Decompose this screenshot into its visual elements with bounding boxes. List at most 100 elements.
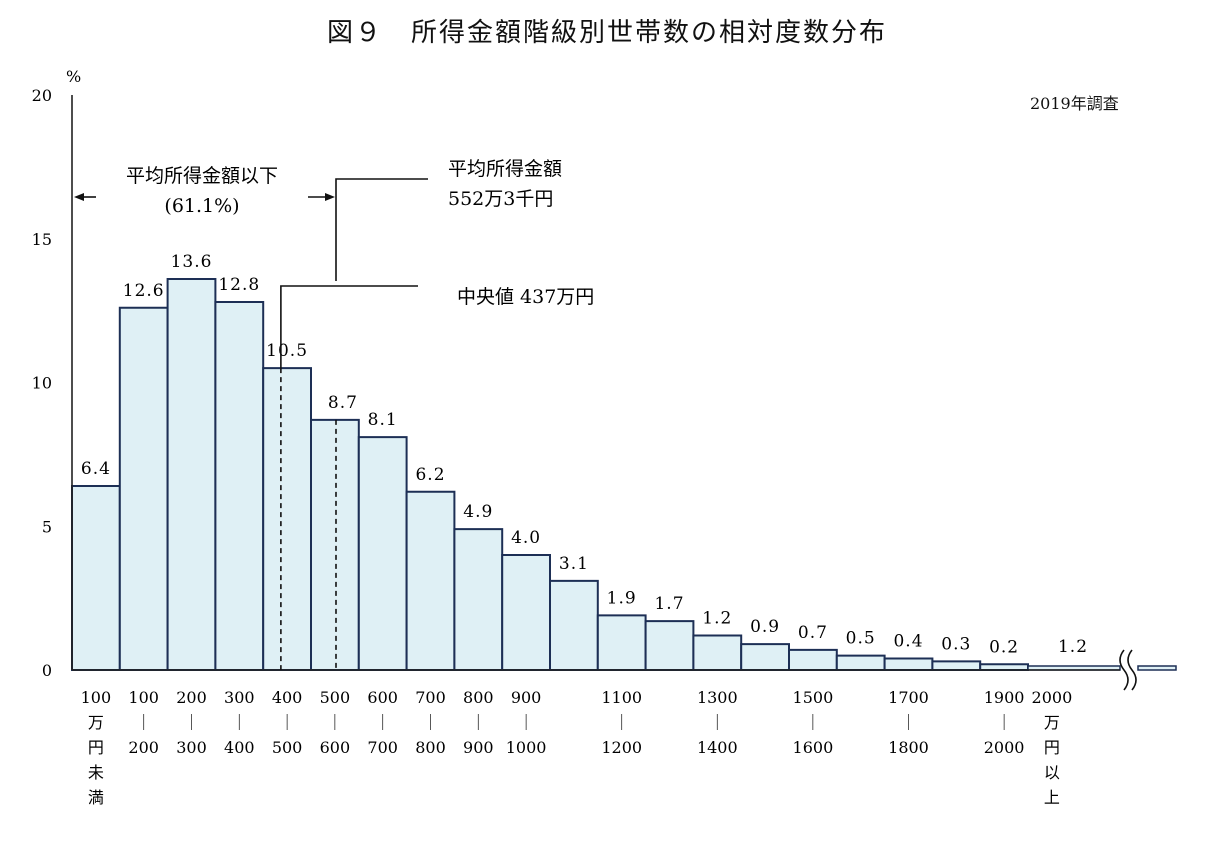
x-label-13-line-1: ｜ xyxy=(709,713,725,732)
bar-0 xyxy=(71,485,121,671)
value-label-7: 6.2 xyxy=(415,465,445,485)
value-label-6: 8.1 xyxy=(368,410,398,430)
value-label-13: 1.2 xyxy=(702,609,732,629)
x-label-0-line-1: 万 xyxy=(88,713,104,732)
x-label-0-line-4: 満 xyxy=(88,788,104,807)
x-label-15-line-1: ｜ xyxy=(805,713,821,732)
below-average-share: (61.1%) xyxy=(164,195,239,217)
bar-3 xyxy=(214,301,265,671)
y-tick-label-1: 5 xyxy=(42,517,52,536)
x-label-15-line-2: 1600 xyxy=(793,738,834,757)
x-label-7-line-2: 800 xyxy=(415,738,446,757)
x-label-19-line-0: 1900 xyxy=(984,688,1025,707)
x-label-6: 600 ｜ 700 xyxy=(367,688,398,757)
bar-20-continuation xyxy=(1137,665,1177,671)
x-label-8-line-1: ｜ xyxy=(470,713,486,732)
x-label-9-line-0: 900 xyxy=(511,688,542,707)
bar-8 xyxy=(453,528,504,671)
x-label-9-line-1: ｜ xyxy=(518,713,534,732)
value-label-1: 12.6 xyxy=(123,281,165,301)
x-label-9: 900 ｜ 1000 xyxy=(506,688,547,757)
value-label-9: 4.0 xyxy=(511,528,541,548)
average-value: 552万3千円 xyxy=(448,188,553,210)
mean-leader xyxy=(335,178,428,281)
value-label-15: 0.7 xyxy=(798,623,828,643)
x-label-4-line-2: 500 xyxy=(272,738,303,757)
value-label-19: 0.2 xyxy=(989,637,1019,657)
x-label-1-line-0: 100 xyxy=(128,688,159,707)
x-label-6-line-0: 600 xyxy=(367,688,398,707)
x-label-17-line-0: 1700 xyxy=(888,688,929,707)
x-label-19-line-2: 2000 xyxy=(984,738,1025,757)
x-label-11-line-2: 1200 xyxy=(601,738,642,757)
x-label-0-line-3: 未 xyxy=(88,763,104,782)
x-label-19-line-1: ｜ xyxy=(996,713,1012,732)
bar-18 xyxy=(931,660,982,671)
y-tick-label-3: 15 xyxy=(32,230,52,249)
x-label-2: 200 ｜ 300 xyxy=(176,688,207,757)
bar-13 xyxy=(692,634,743,671)
bar-1 xyxy=(118,306,169,671)
x-label-7-line-1: ｜ xyxy=(422,713,438,732)
x-label-13-line-2: 1400 xyxy=(697,738,738,757)
x-label-5-line-2: 600 xyxy=(320,738,351,757)
x-label-8-line-2: 900 xyxy=(463,738,494,757)
x-label-6-line-2: 700 xyxy=(367,738,398,757)
x-label-5: 500 ｜ 600 xyxy=(320,688,351,757)
value-label-16: 0.5 xyxy=(846,629,876,649)
x-label-13: 1300 ｜ 1400 xyxy=(697,688,738,757)
value-label-8: 4.9 xyxy=(463,502,493,522)
x-label-3-line-0: 300 xyxy=(224,688,255,707)
x-label-13-line-0: 1300 xyxy=(697,688,738,707)
x-label-7: 700 ｜ 800 xyxy=(415,688,446,757)
x-label-20-line-0: 2000 xyxy=(1032,688,1073,707)
value-label-14: 0.9 xyxy=(750,617,780,637)
y-tick-label-4: 20 xyxy=(32,86,52,105)
x-label-17-line-2: 1800 xyxy=(888,738,929,757)
value-label-5: 8.7 xyxy=(328,393,358,413)
bar-11 xyxy=(596,614,647,671)
bar-4 xyxy=(262,367,313,671)
value-label-2: 13.6 xyxy=(171,252,213,272)
bars-group xyxy=(71,278,1177,691)
bar-9 xyxy=(501,554,552,671)
x-label-7-line-0: 700 xyxy=(415,688,446,707)
x-label-2-line-0: 200 xyxy=(176,688,207,707)
x-label-19: 1900 ｜ 2000 xyxy=(984,688,1025,757)
x-label-6-line-1: ｜ xyxy=(375,713,391,732)
x-label-20-line-1: 万 xyxy=(1044,713,1060,732)
x-label-11-line-1: ｜ xyxy=(614,713,630,732)
bar-16 xyxy=(835,654,886,671)
x-label-8-line-0: 800 xyxy=(463,688,494,707)
x-label-3-line-2: 400 xyxy=(224,738,255,757)
x-labels-group: 100万円未満100｜200200｜300300｜400400｜500500｜6… xyxy=(81,688,1073,807)
survey-year-note: 2019年調査 xyxy=(1030,94,1119,113)
value-label-3: 12.8 xyxy=(218,275,260,295)
bar-10 xyxy=(549,579,599,671)
x-label-20-line-4: 上 xyxy=(1044,788,1060,807)
average-label: 平均所得金額 xyxy=(448,158,562,180)
y-unit-label: % xyxy=(66,67,81,86)
value-label-0: 6.4 xyxy=(81,459,111,479)
bar-19 xyxy=(979,663,1030,671)
bar-5 xyxy=(310,418,360,671)
below-average-label: 平均所得金額以下 xyxy=(126,165,278,187)
x-label-9-line-2: 1000 xyxy=(506,738,547,757)
x-label-15-line-0: 1500 xyxy=(793,688,834,707)
x-label-0-line-2: 円 xyxy=(88,738,104,757)
x-label-4: 400 ｜ 500 xyxy=(272,688,303,757)
value-label-20: 1.2 xyxy=(1058,637,1088,657)
value-label-4: 10.5 xyxy=(266,341,308,361)
x-label-1: 100 ｜ 200 xyxy=(128,688,159,757)
break-mark-right xyxy=(1127,649,1137,691)
x-label-3-line-1: ｜ xyxy=(231,713,247,732)
x-label-1-line-2: 200 xyxy=(128,738,159,757)
break-mark-left xyxy=(1119,649,1129,691)
bar-17 xyxy=(883,657,934,671)
y-axis: 0 5 10 15 20% xyxy=(32,67,1120,680)
arrow-head-right xyxy=(324,193,335,201)
